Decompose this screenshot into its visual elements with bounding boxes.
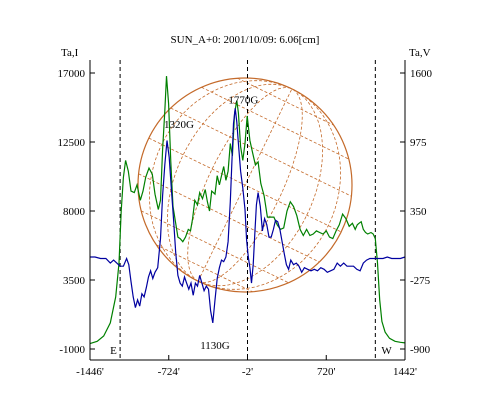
axes: 17000 12500 8000 3500 -1000 1600 975 350 -275 -90… bbox=[58, 60, 433, 378]
left-tick-label: 12500 bbox=[58, 137, 86, 149]
x-tick-label: -2' bbox=[242, 366, 253, 378]
latitude-line bbox=[237, 77, 334, 126]
limb-marker-label: E bbox=[110, 345, 117, 357]
right-tick-label: 350 bbox=[410, 206, 427, 218]
latitude-line bbox=[141, 210, 289, 284]
x-tick-label: 1442' bbox=[393, 366, 417, 378]
longitude-line bbox=[197, 88, 342, 290]
field-annotation: 1770G bbox=[228, 95, 258, 107]
right-tick-label: -275 bbox=[410, 275, 431, 287]
series-line bbox=[89, 76, 406, 345]
limb-marker-label: W bbox=[381, 345, 392, 357]
left-tick-label: 8000 bbox=[63, 206, 86, 218]
series-layer bbox=[89, 76, 406, 345]
longitude-line bbox=[197, 88, 293, 282]
right-tick-label: 1600 bbox=[410, 68, 433, 80]
left-axis-label: Ta,I bbox=[61, 47, 79, 59]
solar-disk-grid bbox=[137, 77, 353, 293]
right-tick-label: -900 bbox=[410, 344, 431, 356]
longitude-line bbox=[197, 88, 303, 283]
longitude-line bbox=[197, 88, 323, 287]
field-annotations: 1320G 1770G 1130G bbox=[164, 95, 258, 352]
longitude-line bbox=[167, 83, 293, 282]
field-annotation: 1320G bbox=[164, 119, 194, 131]
solar-limb bbox=[137, 77, 353, 293]
left-tick-label: 3500 bbox=[63, 275, 86, 287]
x-tick-label: 720' bbox=[317, 366, 336, 378]
right-axis-label: Ta,V bbox=[409, 47, 431, 59]
longitude-line bbox=[148, 80, 293, 282]
field-annotation: 1130G bbox=[200, 340, 230, 352]
longitude-line bbox=[187, 87, 293, 282]
latitude-line bbox=[170, 107, 352, 197]
left-tick-label: -1000 bbox=[59, 344, 85, 356]
x-tick-label: -1446' bbox=[76, 366, 104, 378]
right-tick-label: 975 bbox=[410, 137, 427, 149]
left-tick-label: 17000 bbox=[58, 68, 86, 80]
x-tick-label: -724' bbox=[158, 366, 180, 378]
latitude-line bbox=[156, 244, 253, 293]
chart-title: SUN_A+0: 2001/10/09: 6.06[cm] bbox=[171, 34, 320, 46]
series-line bbox=[90, 108, 406, 324]
